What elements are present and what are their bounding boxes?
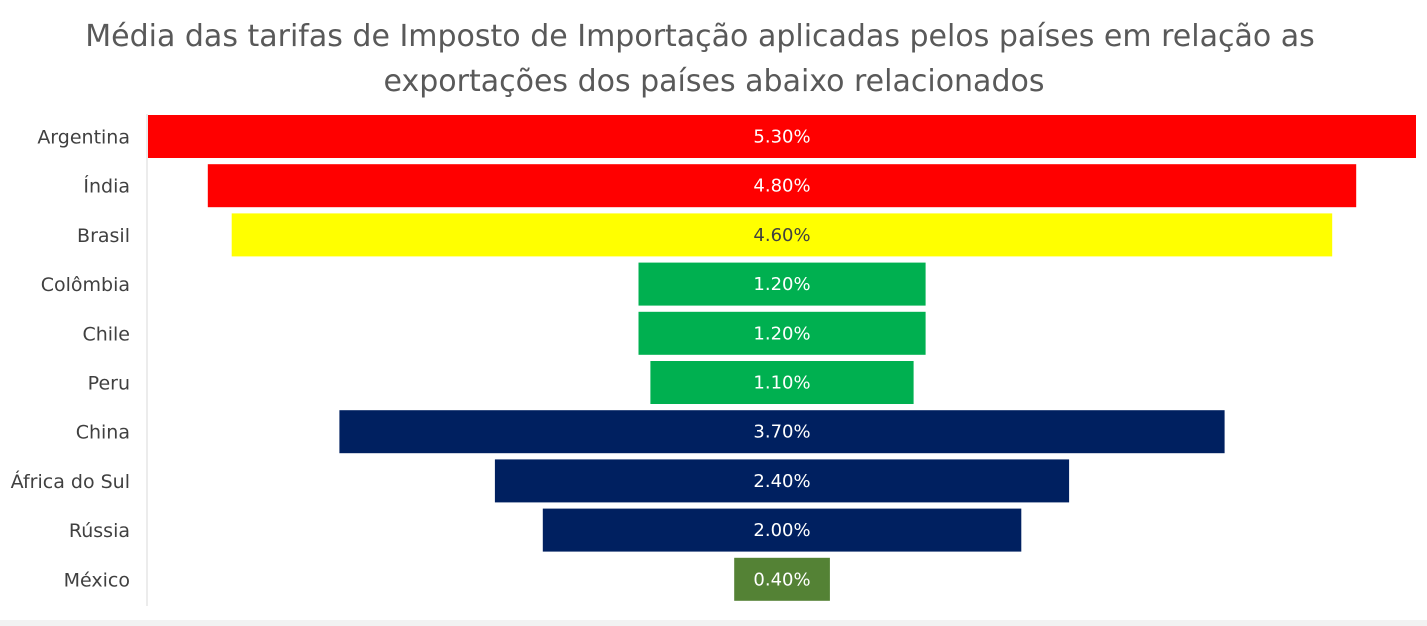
category-label-9: México	[64, 569, 130, 591]
bar-value-label-1: 4.80%	[753, 176, 810, 197]
bar-0	[148, 115, 1416, 158]
bar-value-label-9: 0.40%	[753, 569, 810, 590]
bar-6	[339, 410, 1225, 454]
bar-8	[542, 508, 1022, 552]
bar-value-label-0: 5.30%	[753, 127, 810, 148]
category-label-2: Brasil	[77, 225, 130, 247]
chart-title-line-1: Média das tarifas de Imposto de Importaç…	[85, 19, 1315, 54]
bar-4	[638, 311, 926, 355]
category-label-7: África do Sul	[11, 470, 130, 493]
bar-value-label-4: 1.20%	[753, 323, 810, 344]
bar-value-label-2: 4.60%	[753, 225, 810, 246]
bar-7	[494, 459, 1070, 503]
bar-5	[650, 361, 914, 404]
bars-layer: 5.30% Argentina 4.80% Índia 4.60% Brasil 1.20%…	[11, 115, 1416, 601]
category-label-5: Peru	[88, 373, 130, 395]
bar-value-label-7: 2.40%	[753, 471, 810, 492]
bar-2	[231, 213, 1333, 257]
category-label-4: Chile	[82, 323, 130, 345]
bar-value-label-3: 1.20%	[753, 274, 810, 295]
bar-1	[207, 164, 1357, 208]
bar-value-label-5: 1.10%	[753, 373, 810, 394]
bar-9	[734, 557, 830, 601]
category-label-3: Colômbia	[41, 274, 130, 296]
category-label-8: Rússia	[69, 520, 130, 542]
category-label-0: Argentina	[37, 127, 130, 149]
bar-value-label-6: 3.70%	[753, 422, 810, 443]
bottom-band	[0, 620, 1427, 626]
bar-3	[638, 262, 926, 306]
bar-value-label-8: 2.00%	[753, 520, 810, 541]
chart-title-line-2: exportações dos países abaixo relacionad…	[384, 64, 1045, 99]
category-label-6: China	[76, 422, 130, 444]
category-label-1: Índia	[83, 175, 130, 198]
